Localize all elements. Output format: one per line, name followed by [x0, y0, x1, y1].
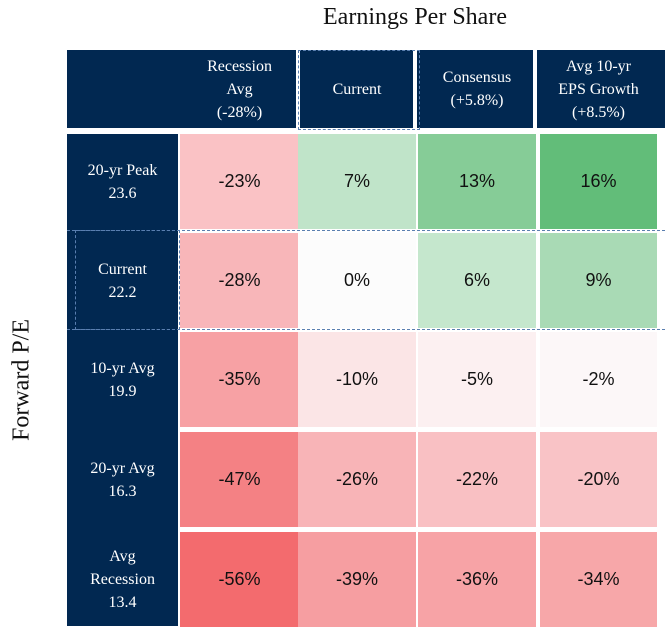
- heatmap-cell: 0%: [298, 233, 416, 328]
- row-header: 20-yr Peak 23.6: [87, 161, 158, 202]
- header-separator: [533, 50, 537, 128]
- header-separator: [413, 50, 417, 128]
- heatmap-cell: -35%: [180, 332, 299, 427]
- heatmap-cell: 7%: [298, 134, 416, 229]
- row-header: 10-yr Avg 19.9: [90, 359, 155, 400]
- heatmap-cell: -56%: [180, 532, 299, 627]
- row-header: 20-yr Avg 16.3: [90, 459, 155, 500]
- heatmap-cell: -5%: [418, 332, 536, 427]
- heatmap-cell: -39%: [298, 532, 416, 627]
- heatmap-cell: 6%: [418, 233, 536, 328]
- heatmap-cell: -22%: [418, 432, 536, 527]
- y-axis-label: Forward P/E: [8, 319, 35, 441]
- column-header-band: [67, 50, 665, 128]
- heatmap-cell: 16%: [540, 134, 657, 229]
- heatmap-cell: -34%: [540, 532, 657, 627]
- heatmap-cell: -23%: [180, 134, 299, 229]
- column-header: Avg 10-yr EPS Growth (+8.5%): [558, 57, 639, 121]
- heatmap-cell: -10%: [298, 332, 416, 427]
- row-header: Current 22.2: [98, 260, 147, 301]
- chart-title: Earnings Per Share: [323, 4, 507, 30]
- column-header: Consensus (+5.8%): [442, 69, 512, 109]
- row-header-band: [67, 134, 178, 626]
- column-header: Current: [332, 80, 382, 98]
- heatmap-cell: 9%: [540, 233, 657, 328]
- header-separator: [296, 50, 300, 128]
- heatmap-cell: -26%: [298, 432, 416, 527]
- heatmap-cell: -20%: [540, 432, 657, 527]
- heatmap-cell: 13%: [418, 134, 536, 229]
- row-header: Avg Recession 13.4: [90, 548, 155, 611]
- heatmap-cell: -47%: [180, 432, 299, 527]
- heatmap-cell: -28%: [180, 233, 299, 328]
- heatmap-cell: -2%: [540, 332, 657, 427]
- heatmap-cell: -36%: [418, 532, 536, 627]
- column-header: Recession Avg (-28%): [207, 57, 272, 121]
